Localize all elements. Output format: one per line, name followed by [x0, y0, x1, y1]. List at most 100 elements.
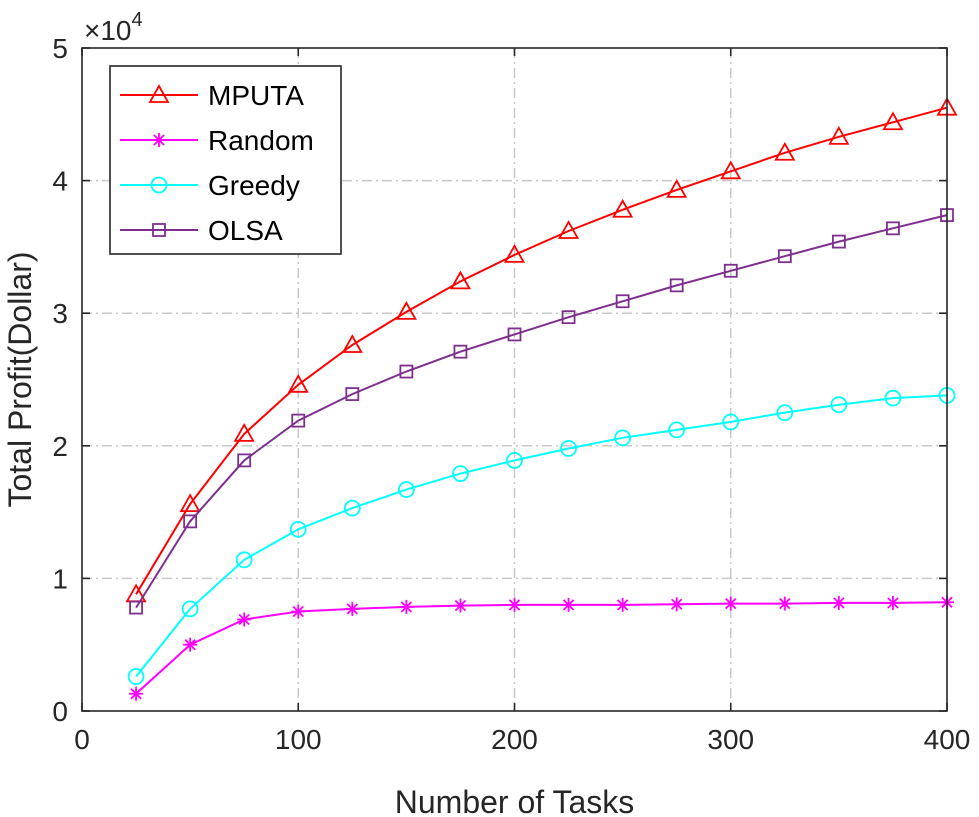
data-point-olsa	[723, 263, 738, 278]
y-tick-label: 0	[52, 696, 68, 727]
y-tick-label: 2	[52, 431, 68, 462]
asterisk-stroke	[671, 598, 683, 610]
series-line-random	[135, 601, 948, 695]
legend-label-greedy: Greedy	[208, 170, 300, 201]
data-point-mputa	[558, 220, 580, 239]
data-point-mputa	[882, 111, 904, 131]
data-point-mputa	[287, 373, 309, 393]
data-point-random	[831, 595, 846, 610]
data-point-greedy	[343, 499, 361, 517]
asterisk-stroke	[779, 597, 791, 610]
data-point-mputa	[233, 423, 255, 442]
data-point-mputa	[449, 270, 471, 290]
data-point-olsa	[615, 294, 630, 309]
data-point-random	[777, 596, 792, 611]
data-point-mputa	[179, 493, 201, 513]
data-point-random	[561, 597, 576, 612]
data-point-random	[129, 686, 144, 701]
asterisk-stroke	[833, 597, 845, 609]
data-point-random	[615, 597, 630, 612]
asterisk-stroke	[887, 597, 899, 609]
data-point-mputa	[503, 244, 526, 263]
legend-marker-random	[152, 133, 166, 147]
y-tick-label: 5	[52, 33, 68, 64]
data-point-olsa	[507, 327, 522, 342]
data-point-mputa	[828, 126, 850, 145]
series-random	[129, 595, 954, 701]
asterisk-stroke	[400, 601, 413, 613]
series-line-greedy	[135, 394, 948, 678]
x-tick-label: 100	[275, 724, 322, 755]
data-point-greedy	[614, 429, 632, 447]
data-point-random	[507, 597, 522, 612]
asterisk-stroke	[238, 613, 250, 626]
asterisk-stroke	[454, 599, 467, 612]
series-mputa	[125, 96, 958, 603]
y-multiplier-exponent: 4	[132, 9, 143, 31]
data-point-olsa	[291, 413, 306, 428]
data-point-greedy	[668, 421, 686, 439]
data-point-olsa	[129, 600, 143, 615]
legend-label-mputa: MPUTA	[208, 80, 304, 111]
data-point-mputa	[774, 141, 796, 161]
legend-item-olsa: OLSA	[120, 215, 283, 246]
legend-label-random: Random	[208, 125, 314, 156]
data-point-greedy	[127, 668, 145, 685]
x-tick-label: 200	[491, 724, 538, 755]
data-point-random	[399, 599, 414, 614]
series-layer	[125, 96, 958, 701]
x-tick-label: 400	[924, 724, 971, 755]
y-tick-label: 3	[52, 298, 68, 329]
legend-label-olsa: OLSA	[208, 215, 283, 246]
data-point-olsa	[345, 387, 360, 401]
y-multiplier-base: ×10	[84, 15, 132, 46]
data-point-mputa	[666, 179, 688, 198]
asterisk-stroke	[616, 599, 629, 611]
data-point-greedy	[560, 440, 577, 457]
asterisk-stroke	[346, 603, 358, 615]
data-point-olsa	[561, 310, 576, 325]
asterisk-stroke	[562, 599, 575, 611]
data-point-greedy	[776, 404, 794, 422]
data-point-mputa	[720, 160, 742, 180]
legend-item-random: Random	[120, 125, 314, 156]
data-point-greedy	[397, 481, 415, 498]
y-tick-label: 4	[52, 166, 68, 197]
legend-item-greedy: Greedy	[120, 170, 300, 201]
data-point-greedy	[506, 451, 523, 469]
data-point-olsa	[831, 234, 846, 249]
data-point-mputa	[341, 334, 363, 353]
x-axis-label: Number of Tasks	[395, 784, 635, 817]
asterisk-stroke	[184, 639, 196, 651]
data-point-olsa	[183, 514, 198, 529]
data-point-greedy	[722, 413, 740, 431]
data-point-olsa	[453, 344, 468, 359]
series-line-mputa	[135, 106, 948, 595]
data-point-random	[669, 597, 684, 612]
data-point-greedy	[830, 396, 848, 414]
asterisk-stroke	[292, 605, 304, 618]
data-point-mputa	[612, 198, 634, 218]
legend-item-mputa: MPUTA	[120, 80, 304, 111]
data-point-olsa	[237, 453, 252, 468]
y-axis-label: Total Profit(Dollar)	[2, 251, 38, 507]
x-tick-label: 300	[707, 724, 754, 755]
data-point-random	[345, 601, 360, 616]
asterisk-stroke	[725, 597, 737, 610]
data-point-random	[291, 604, 306, 619]
x-tick-label: 0	[74, 724, 90, 755]
asterisk-stroke	[508, 599, 521, 611]
data-point-olsa	[886, 221, 900, 236]
legend-box	[109, 65, 342, 255]
asterisk-stroke	[130, 688, 142, 700]
series-olsa	[129, 208, 954, 615]
data-point-random	[237, 612, 252, 627]
legend: MPUTA Random Greedy OLSA	[109, 65, 342, 255]
legend-marker-greedy	[150, 176, 168, 194]
data-point-greedy	[289, 520, 307, 538]
data-point-greedy	[235, 551, 253, 569]
data-point-olsa	[399, 364, 414, 379]
legend-marker-olsa	[152, 223, 166, 237]
data-point-random	[885, 595, 900, 610]
data-point-olsa	[669, 278, 684, 293]
